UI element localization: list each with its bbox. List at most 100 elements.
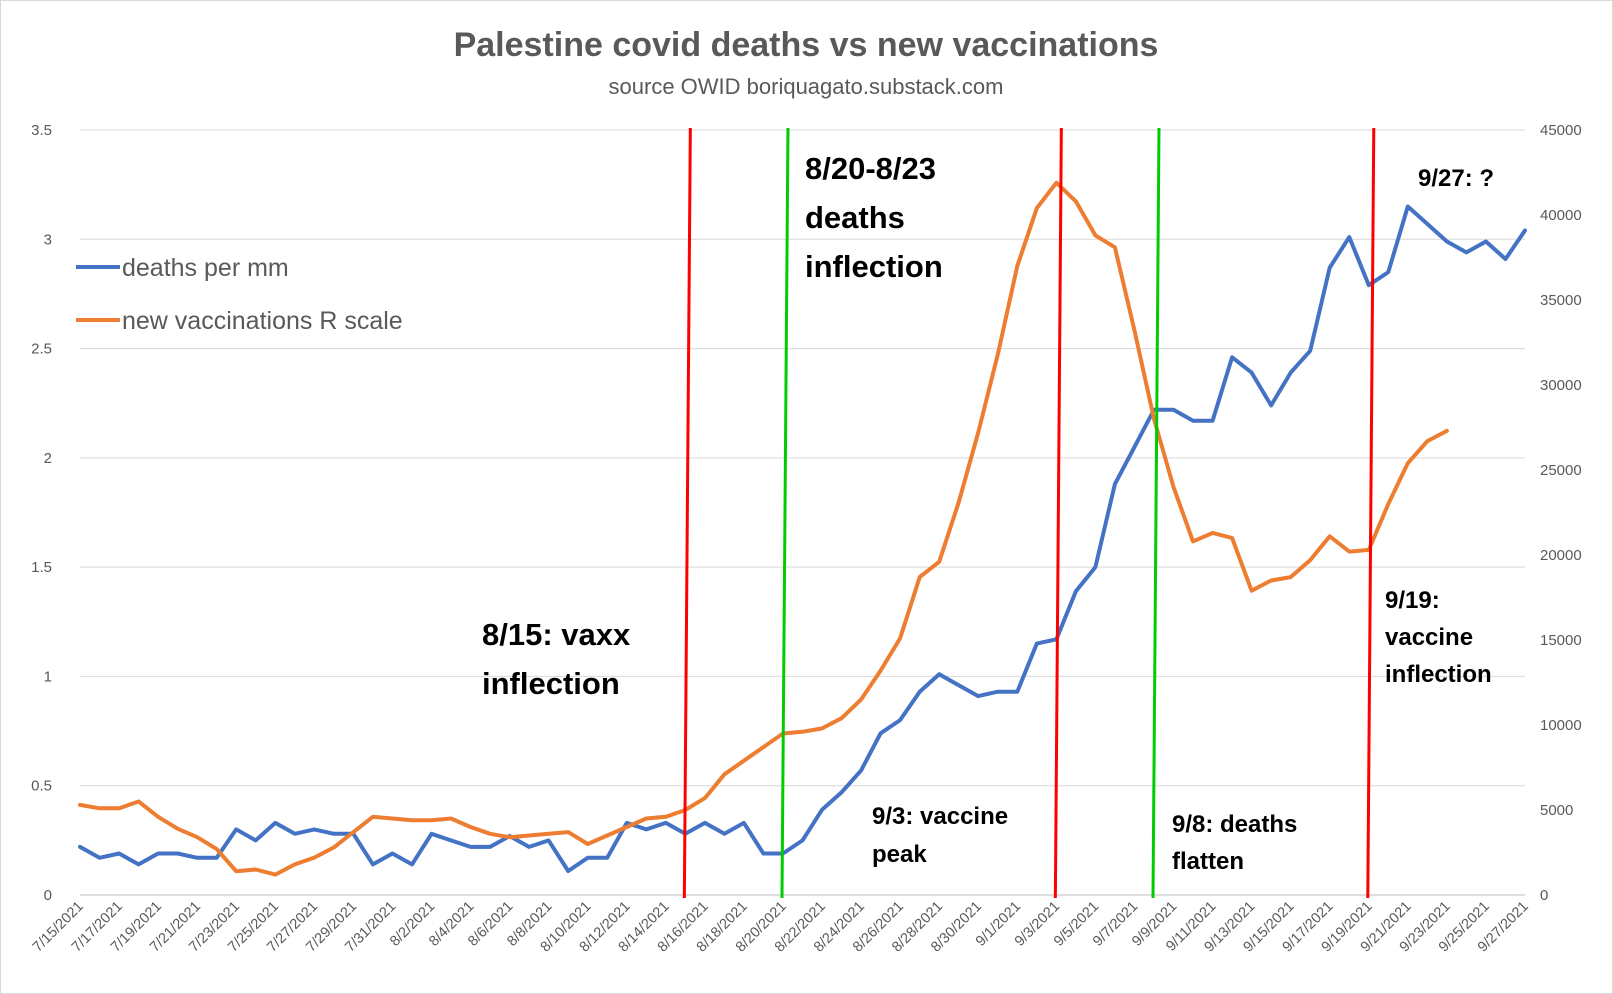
data-point bbox=[234, 869, 238, 873]
data-point bbox=[996, 690, 1000, 694]
data-point bbox=[1484, 239, 1488, 243]
data-point bbox=[78, 845, 82, 849]
data-point bbox=[937, 672, 941, 676]
data-point bbox=[1406, 461, 1410, 465]
data-point bbox=[761, 851, 765, 855]
data-point bbox=[898, 636, 902, 640]
data-point bbox=[801, 730, 804, 734]
y-left-tick-label: 1 bbox=[44, 668, 52, 685]
data-point bbox=[1093, 233, 1097, 237]
data-point bbox=[488, 845, 492, 849]
data-point bbox=[996, 352, 1000, 356]
y-right-tick-label: 10000 bbox=[1540, 717, 1582, 734]
data-point bbox=[273, 821, 277, 825]
y-right-tick-label: 20000 bbox=[1540, 547, 1582, 564]
series-lines bbox=[78, 180, 1527, 877]
data-point bbox=[1289, 575, 1293, 579]
data-point bbox=[879, 669, 883, 673]
data-point bbox=[390, 817, 394, 820]
data-point bbox=[1172, 485, 1176, 489]
data-point bbox=[1328, 266, 1332, 270]
data-point bbox=[1425, 222, 1429, 226]
data-point bbox=[234, 827, 238, 831]
data-point bbox=[469, 845, 473, 849]
data-point bbox=[332, 832, 336, 836]
y-left-tick-label: 3.5 bbox=[31, 122, 52, 139]
data-point bbox=[176, 827, 180, 831]
y-right-tick-label: 0 bbox=[1540, 887, 1548, 904]
data-point bbox=[137, 862, 141, 866]
data-point bbox=[742, 821, 746, 825]
y-right-tick-label: 45000 bbox=[1540, 122, 1582, 139]
data-point bbox=[78, 803, 82, 807]
annotation-question: 9/27: ? bbox=[1418, 165, 1494, 192]
data-point bbox=[1269, 403, 1273, 407]
data-point bbox=[1308, 558, 1312, 562]
data-point bbox=[1054, 181, 1058, 185]
data-point bbox=[1328, 534, 1332, 538]
data-point bbox=[976, 431, 980, 435]
data-point bbox=[410, 862, 414, 866]
y-left-tick-label: 3 bbox=[44, 231, 52, 248]
data-point bbox=[176, 851, 180, 855]
data-point bbox=[1152, 417, 1156, 421]
data-point bbox=[644, 827, 648, 831]
annotation-line: 9/19: bbox=[1385, 587, 1440, 614]
data-point bbox=[527, 834, 531, 837]
y-left-tick-label: 0.5 bbox=[31, 778, 52, 795]
data-point bbox=[547, 832, 551, 836]
chart-subtitle: source OWID boriquagato.substack.com bbox=[609, 74, 1004, 99]
data-point bbox=[703, 821, 707, 825]
data-point bbox=[312, 827, 316, 831]
data-point bbox=[664, 821, 668, 825]
data-point bbox=[371, 815, 375, 819]
gridlines bbox=[80, 129, 1525, 896]
data-point bbox=[820, 726, 824, 730]
data-point bbox=[488, 832, 492, 836]
data-point bbox=[117, 806, 121, 810]
y-right-tick-label: 15000 bbox=[1540, 632, 1582, 649]
data-point bbox=[1015, 690, 1019, 694]
data-point bbox=[332, 845, 336, 849]
data-point bbox=[1113, 245, 1117, 249]
marker-line bbox=[1053, 127, 1063, 899]
data-point bbox=[98, 806, 102, 810]
data-point bbox=[1093, 565, 1097, 569]
y-left-tick-label: 0 bbox=[44, 887, 52, 904]
data-point bbox=[859, 768, 863, 772]
data-point bbox=[1211, 419, 1215, 423]
data-point bbox=[957, 683, 961, 687]
annotation-line: vaccine bbox=[1385, 624, 1473, 651]
data-point bbox=[761, 745, 765, 749]
data-point bbox=[898, 718, 902, 722]
left-axis-ticks: 0 0.5 1 1.5 2 2.5 3 3.5 bbox=[31, 122, 52, 904]
data-point bbox=[312, 856, 316, 860]
data-point bbox=[1425, 439, 1429, 443]
data-point bbox=[840, 716, 844, 720]
data-point bbox=[1269, 579, 1273, 582]
data-point bbox=[547, 838, 551, 842]
data-point bbox=[1503, 257, 1507, 261]
annotation-deaths-flatten: 9/8: deaths flatten bbox=[1172, 811, 1297, 875]
data-point bbox=[449, 838, 453, 842]
data-point bbox=[293, 862, 297, 866]
y-left-tick-label: 2.5 bbox=[31, 341, 52, 358]
data-point bbox=[429, 832, 433, 836]
data-point bbox=[1015, 264, 1019, 268]
data-point bbox=[859, 698, 863, 701]
data-point bbox=[390, 851, 394, 855]
annotation-line: inflection bbox=[805, 249, 943, 284]
data-point bbox=[371, 862, 375, 866]
legend-label-deaths: deaths per mm bbox=[122, 254, 289, 282]
data-point bbox=[254, 868, 258, 871]
y-left-tick-label: 1.5 bbox=[31, 559, 52, 576]
data-point bbox=[1386, 502, 1390, 506]
data-point bbox=[156, 851, 160, 855]
annotation-deaths-inflection: 8/20-8/23 deaths inflection bbox=[805, 151, 943, 284]
data-point bbox=[1113, 482, 1117, 486]
data-point bbox=[1250, 589, 1254, 593]
y-right-tick-label: 30000 bbox=[1540, 377, 1582, 394]
y-right-tick-label: 40000 bbox=[1540, 207, 1582, 224]
series-line-1 bbox=[78, 180, 1449, 877]
data-point bbox=[1132, 329, 1136, 333]
